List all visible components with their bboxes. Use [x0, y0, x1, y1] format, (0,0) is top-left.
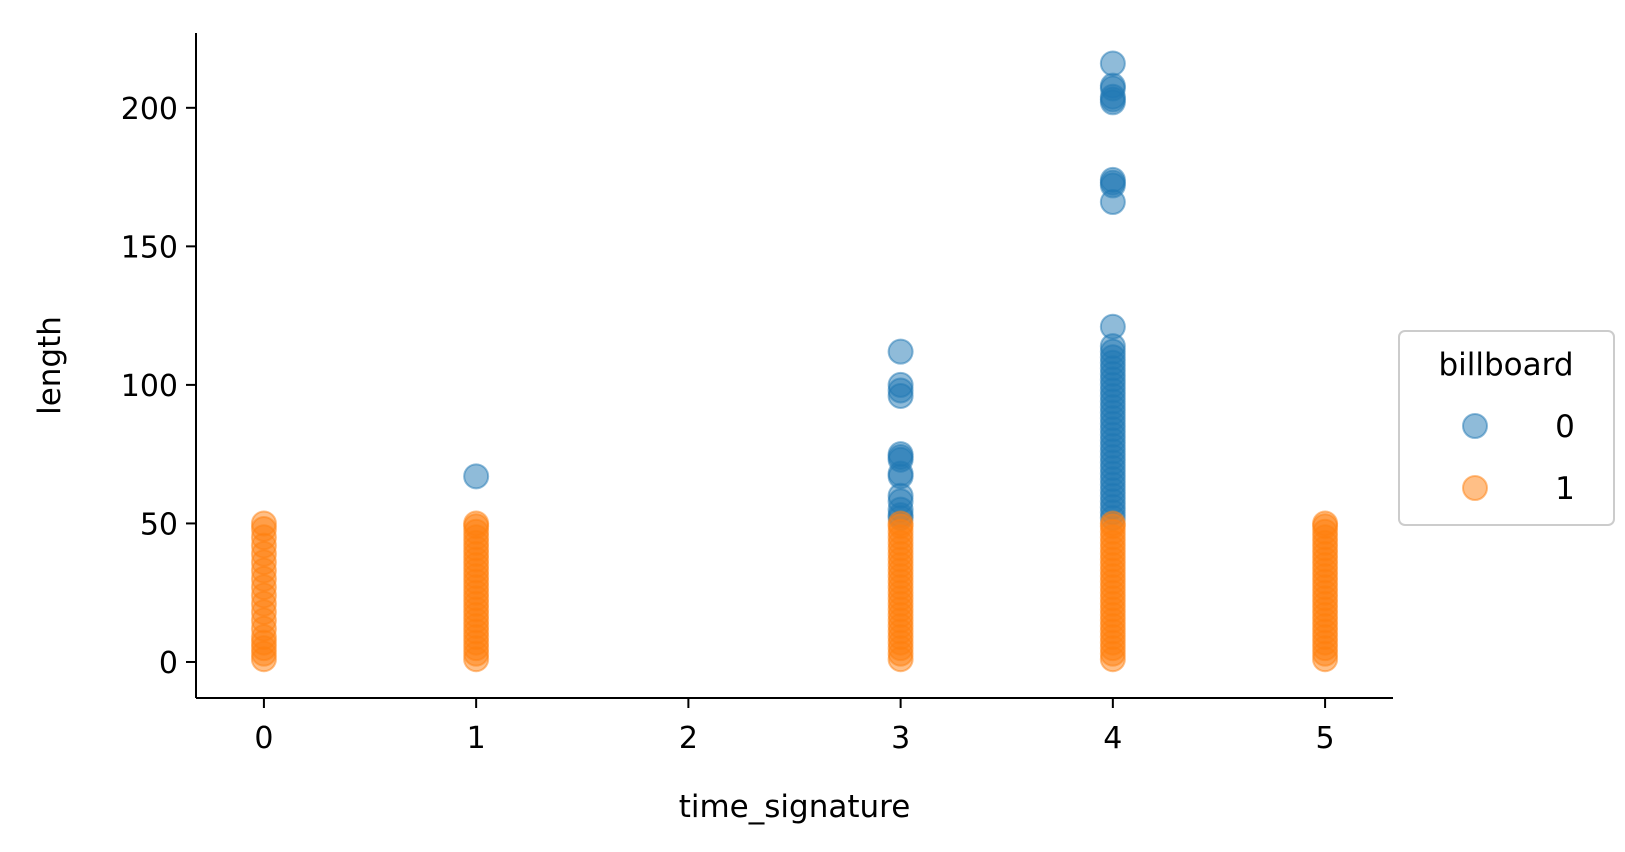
y-tick-label: 50 [140, 507, 178, 542]
data-point [887, 338, 914, 365]
legend-label: 1 [1555, 471, 1575, 507]
points-layer [250, 50, 1339, 673]
data-point [463, 463, 490, 490]
y-tick-label: 150 [121, 230, 178, 265]
legend-marker [1462, 413, 1488, 439]
x-axis-title: time_signature [679, 789, 911, 825]
x-tick-label: 3 [891, 721, 910, 756]
x-tick-label: 1 [467, 721, 486, 756]
data-point [1099, 50, 1126, 77]
y-tick-label: 0 [159, 646, 178, 681]
data-point [1099, 89, 1126, 116]
data-point [463, 510, 490, 537]
legend-label: 0 [1555, 409, 1575, 445]
legend-title: billboard [1438, 347, 1573, 383]
data-point [1312, 510, 1339, 537]
legend-marker [1462, 475, 1488, 501]
x-tick-label: 4 [1103, 721, 1122, 756]
data-point [250, 510, 277, 537]
data-point [887, 510, 914, 537]
x-tick-label: 0 [254, 721, 273, 756]
x-tick-label: 5 [1316, 721, 1335, 756]
legend: billboard 01 [1398, 330, 1615, 526]
axes-layer [195, 33, 1393, 699]
legend-entries: 01 [1462, 409, 1575, 507]
y-tick-label: 100 [121, 369, 178, 404]
legend-box [1398, 330, 1615, 526]
data-point [1099, 189, 1126, 216]
x-tick-label: 2 [679, 721, 698, 756]
data-point [1099, 510, 1126, 537]
series-1-points [250, 510, 1339, 673]
x-ticks: 0 1 2 3 4 5 [254, 698, 1335, 756]
y-tick-label: 200 [121, 92, 178, 127]
y-ticks: 0 50 100 150 200 [121, 92, 196, 681]
data-point [887, 382, 914, 409]
y-axis-title: length [32, 316, 68, 415]
series-0-points [463, 50, 1126, 531]
